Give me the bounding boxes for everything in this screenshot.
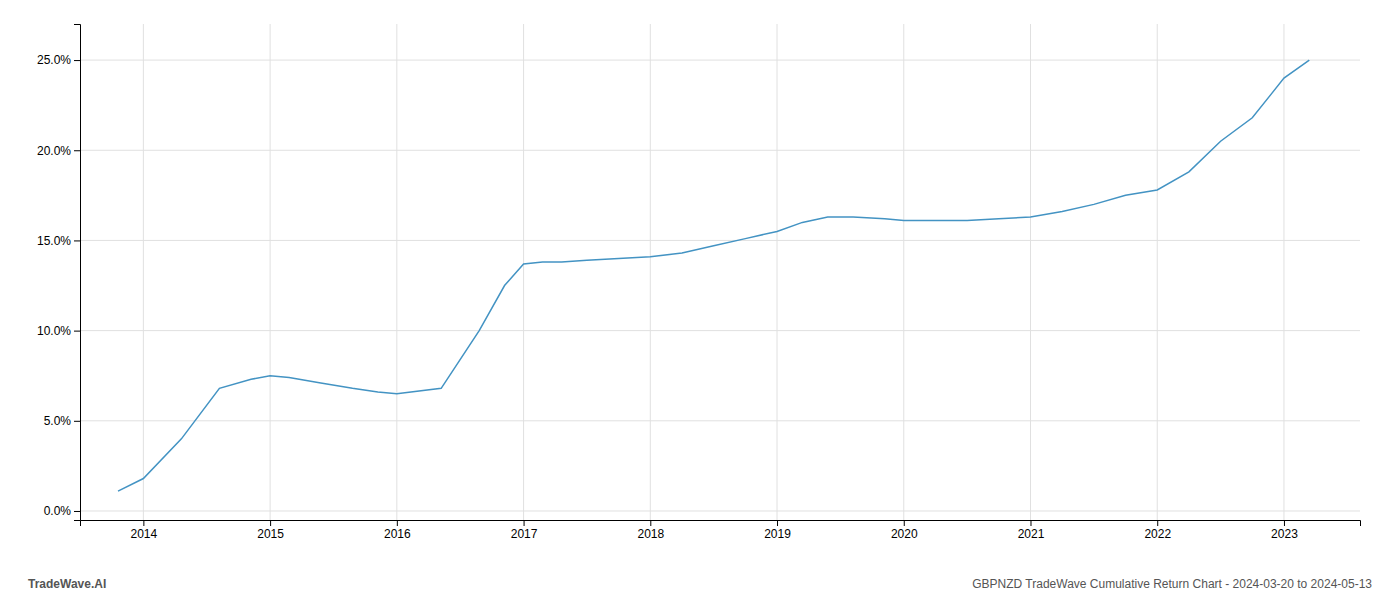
x-tick-label: 2014 — [131, 527, 158, 541]
footer-right: GBPNZD TradeWave Cumulative Return Chart… — [972, 577, 1372, 591]
y-tick-mark — [74, 60, 80, 61]
x-tick-mark — [1030, 520, 1031, 526]
y-tick: 10.0% — [37, 324, 80, 338]
grid-line-x — [777, 24, 778, 520]
y-tick-mark — [74, 421, 80, 422]
grid-line-y — [80, 420, 1360, 421]
x-tick-mark — [1284, 520, 1285, 526]
x-tick-mark — [777, 520, 778, 526]
x-tick-mark — [524, 520, 525, 526]
x-tick-label: 2020 — [891, 527, 918, 541]
x-tick: 2022 — [1144, 520, 1171, 541]
grid-line-x — [396, 24, 397, 520]
grid-line-y — [80, 510, 1360, 511]
grid-line-x — [1283, 24, 1284, 520]
x-tick-mark — [1157, 520, 1158, 526]
x-tick-mark — [143, 520, 144, 526]
grid — [80, 24, 1360, 520]
footer-left: TradeWave.AI — [28, 577, 106, 591]
axis-line — [74, 25, 81, 521]
y-tick-label: 20.0% — [37, 144, 71, 158]
plot-area — [118, 60, 1309, 491]
footer: TradeWave.AI GBPNZD TradeWave Cumulative … — [28, 577, 1372, 591]
x-tick: 2018 — [637, 520, 664, 541]
axis-line — [81, 521, 1361, 527]
grid-line-y — [80, 330, 1360, 331]
x-tick: 2014 — [131, 520, 158, 541]
y-tick: 0.0% — [44, 504, 80, 518]
grid-line-x — [1157, 24, 1158, 520]
x-axis: 2014 2015 2016 2017 2018 2019 2020 2021 2022 2023 — [81, 520, 1361, 541]
grid-line-y — [80, 60, 1360, 61]
y-tick-mark — [74, 240, 80, 241]
y-tick-label: 10.0% — [37, 324, 71, 338]
grid-line-x — [650, 24, 651, 520]
x-tick-label: 2017 — [511, 527, 538, 541]
y-tick: 5.0% — [44, 414, 80, 428]
x-tick-mark — [650, 520, 651, 526]
line — [118, 60, 1309, 491]
y-tick: 15.0% — [37, 234, 80, 248]
x-tick: 2023 — [1271, 520, 1298, 541]
grid-line-y — [80, 150, 1360, 151]
grid-line-x — [143, 24, 144, 520]
x-tick-mark — [397, 520, 398, 526]
grid-line-x — [523, 24, 524, 520]
x-tick: 2020 — [891, 520, 918, 541]
grid-line-x — [270, 24, 271, 520]
y-tick-label: 0.0% — [44, 504, 72, 518]
chart: 2014 2015 2016 2017 2018 2019 2020 2021 2022 2023… — [0, 0, 1400, 600]
x-tick: 2019 — [764, 520, 791, 541]
y-tick-mark — [74, 511, 80, 512]
x-tick-label: 2022 — [1144, 527, 1171, 541]
y-tick: 20.0% — [37, 144, 80, 158]
y-tick-label: 15.0% — [37, 234, 71, 248]
x-tick-label: 2023 — [1271, 527, 1298, 541]
x-tick-label: 2015 — [257, 527, 284, 541]
x-tick: 2017 — [511, 520, 538, 541]
y-tick-mark — [74, 150, 80, 151]
x-tick-label: 2021 — [1018, 527, 1045, 541]
x-tick-mark — [904, 520, 905, 526]
y-tick-label: 25.0% — [37, 53, 71, 67]
x-tick: 2016 — [384, 520, 411, 541]
grid-line-x — [1030, 24, 1031, 520]
y-tick-mark — [74, 331, 80, 332]
x-tick: 2015 — [257, 520, 284, 541]
y-axis: 0.0% 5.0% 10.0% 15.0% 20.0% 25.0% — [37, 25, 81, 521]
x-tick-mark — [270, 520, 271, 526]
y-tick-label: 5.0% — [44, 414, 72, 428]
x-tick-label: 2016 — [384, 527, 411, 541]
grid-line-y — [80, 240, 1360, 241]
x-tick: 2021 — [1018, 520, 1045, 541]
x-tick-label: 2019 — [764, 527, 791, 541]
y-tick: 25.0% — [37, 53, 80, 67]
grid-line-x — [903, 24, 904, 520]
x-tick-label: 2018 — [637, 527, 664, 541]
